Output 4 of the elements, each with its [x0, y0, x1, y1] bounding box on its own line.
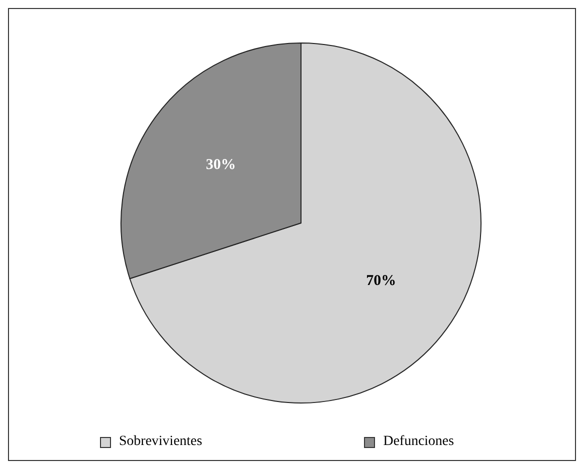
legend-label: Sobrevivientes — [119, 434, 202, 450]
legend-label: Defunciones — [383, 434, 454, 450]
data-label: 70% — [366, 273, 396, 290]
data-label: 30% — [206, 156, 236, 173]
